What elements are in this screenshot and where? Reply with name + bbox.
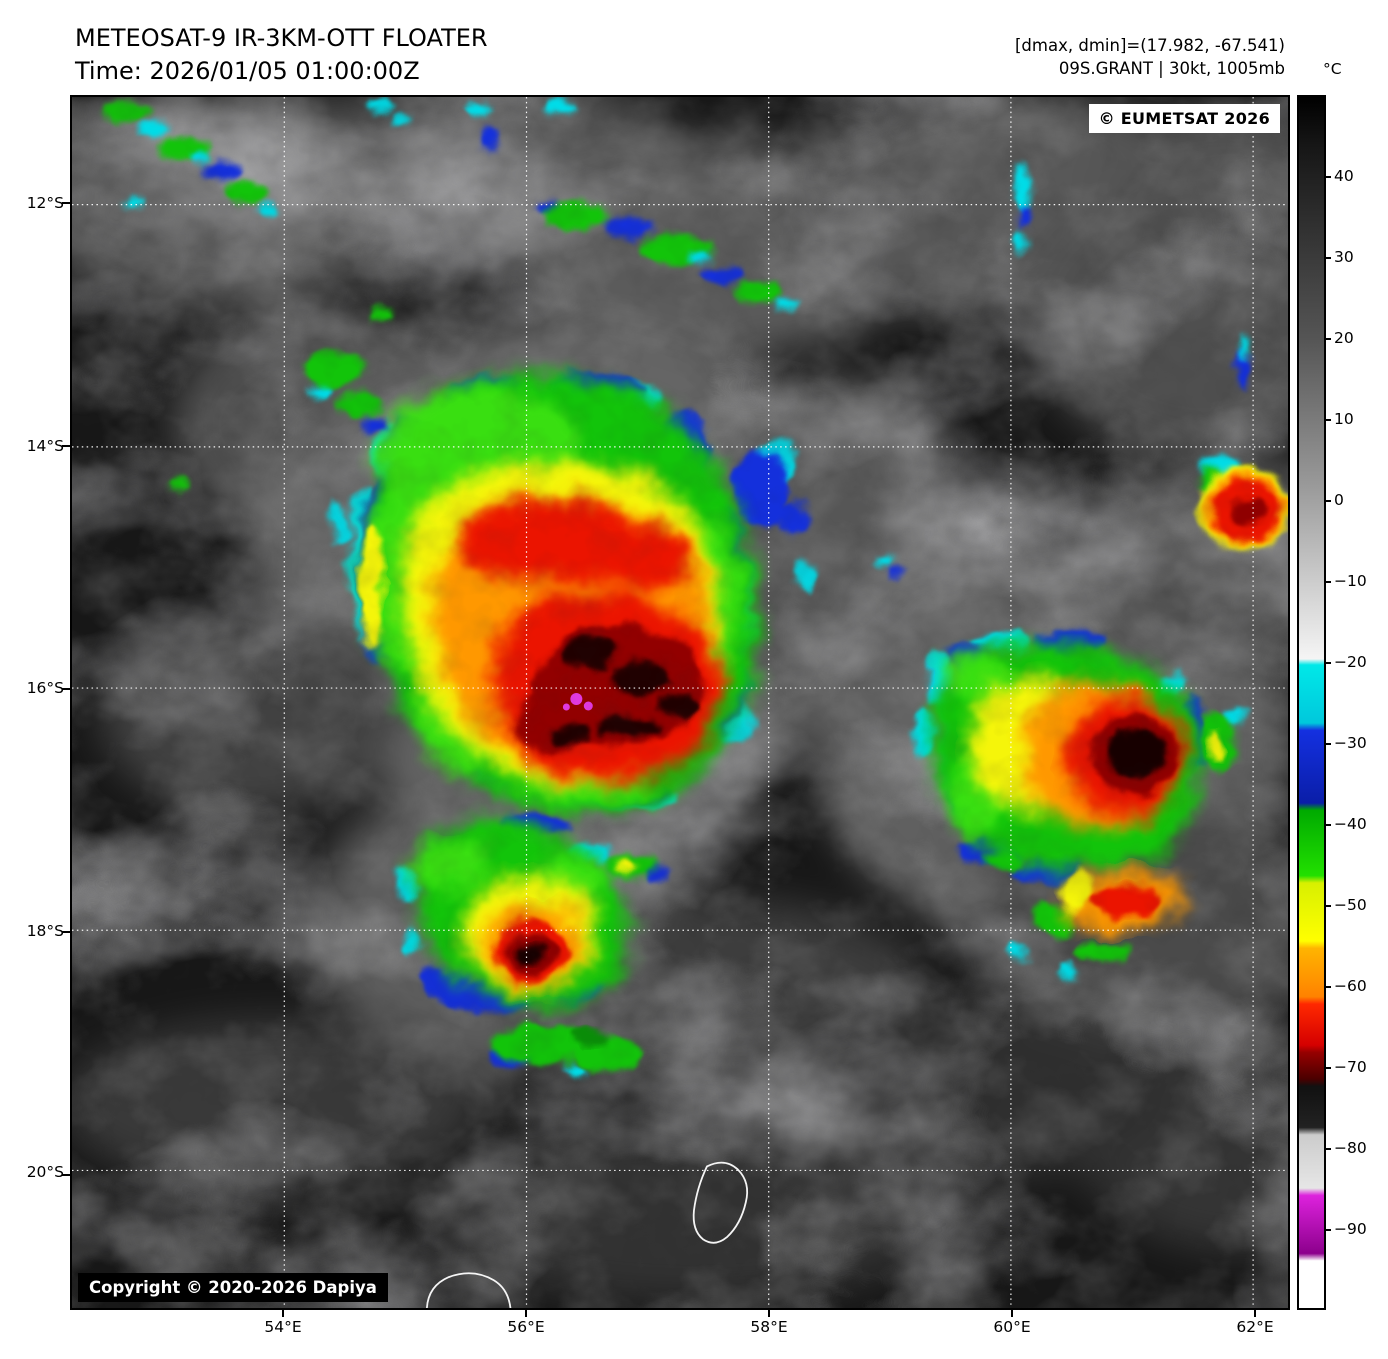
mauritius-outline — [692, 1161, 749, 1244]
lat-label-16s: 16°S — [26, 679, 64, 697]
info-block: [dmax, dmin]=(17.982, -67.541) 09S.GRANT… — [1015, 34, 1285, 80]
colorbar-tick-n80: −80 — [1334, 1139, 1367, 1157]
colorbar-tick-n50: −50 — [1334, 896, 1367, 914]
y-axis-ticks — [62, 202, 70, 1177]
island-outlines — [426, 1161, 749, 1308]
colorbar-tick-marks — [1326, 176, 1331, 1231]
lon-label-62e: 62°E — [1236, 1318, 1274, 1336]
colorbar-tick-30: 30 — [1334, 248, 1354, 266]
colorbar-tick-n20: −20 — [1334, 653, 1367, 671]
lon-label-56e: 56°E — [507, 1318, 545, 1336]
colorbar-tick-20: 20 — [1334, 329, 1354, 347]
copyright-badge: Copyright © 2020-2026 Dapiya — [78, 1273, 388, 1302]
satellite-map: © EUMETSAT 2026 Copyright © 2020-2026 Da… — [70, 95, 1290, 1310]
lat-label-18s: 18°S — [26, 922, 64, 940]
storm-readout: 09S.GRANT | 30kt, 1005mb — [1058, 59, 1285, 78]
satellite-image — [72, 97, 1288, 1308]
colorbar-unit: °C — [1323, 60, 1342, 78]
colorbar-tick-n10: −10 — [1334, 572, 1367, 590]
reunion-outline — [426, 1272, 512, 1308]
eumetsat-credit: © EUMETSAT 2026 — [1088, 104, 1280, 133]
lon-label-54e: 54°E — [264, 1318, 302, 1336]
colorbar-tick-n30: −30 — [1334, 734, 1367, 752]
colorbar-tick-10: 10 — [1334, 410, 1354, 428]
grain-overlay — [72, 97, 1288, 1308]
dmax-dmin-readout: [dmax, dmin]=(17.982, -67.541) — [1015, 36, 1285, 55]
lat-label-12s: 12°S — [26, 194, 64, 212]
colorbar-tick-n40: −40 — [1334, 815, 1367, 833]
colorbar-tick-n60: −60 — [1334, 977, 1367, 995]
lon-label-60e: 60°E — [993, 1318, 1031, 1336]
product-title: METEOSAT-9 IR-3KM-OTT FLOATER — [75, 24, 488, 52]
colorbar-tick-0: 0 — [1334, 491, 1344, 509]
timestamp: Time: 2026/01/05 01:00:00Z — [75, 57, 420, 85]
lat-label-20s: 20°S — [26, 1163, 64, 1181]
colorbar-tick-n70: −70 — [1334, 1058, 1367, 1076]
colorbar-tick-n90: −90 — [1334, 1220, 1367, 1238]
x-axis-ticks — [282, 1310, 1257, 1317]
lat-label-14s: 14°S — [26, 437, 64, 455]
colorbar-tick-40: 40 — [1334, 167, 1354, 185]
colorbar — [1297, 95, 1326, 1310]
lon-label-58e: 58°E — [750, 1318, 788, 1336]
